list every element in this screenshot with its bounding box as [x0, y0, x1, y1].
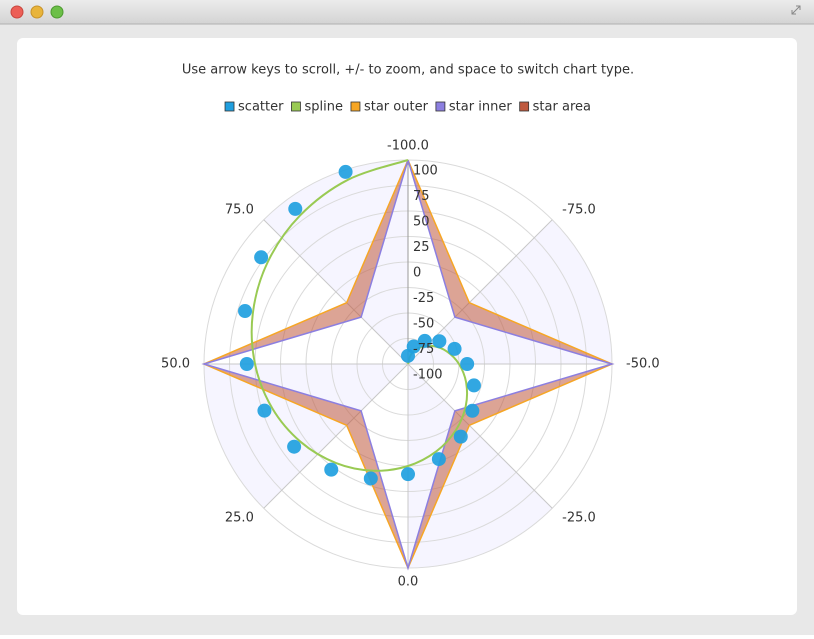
zoom-button[interactable]: [50, 5, 64, 19]
radial-tick-label: 50: [413, 215, 430, 230]
scatter-point: [363, 471, 378, 486]
angular-tick-label: 25.0: [225, 511, 254, 526]
angular-tick-label: 75.0: [225, 202, 254, 217]
scatter-point: [257, 403, 272, 418]
legend-label: scatter: [238, 100, 284, 115]
radial-tick-label: -25: [413, 291, 434, 306]
legend-label: star area: [533, 100, 591, 115]
scatter-point: [447, 341, 462, 356]
angular-tick-label: -50.0: [626, 357, 660, 372]
legend-marker: [224, 101, 235, 112]
legend-item: star outer: [350, 100, 429, 115]
legend-label: star outer: [364, 100, 429, 115]
scatter-point: [431, 452, 446, 467]
angular-shade: [408, 364, 553, 568]
angular-grid-line: [263, 363, 409, 509]
angular-grid-line: [263, 219, 409, 365]
scatter-point: [406, 339, 421, 354]
legend-item: star inner: [435, 100, 512, 115]
angular-tick-label: -100.0: [387, 139, 429, 154]
scatter-point: [239, 357, 254, 371]
fullscreen-button[interactable]: [791, 5, 801, 15]
angular-shade: [204, 364, 408, 509]
radial-tick-label: -50: [413, 317, 434, 332]
legend-marker: [435, 101, 446, 112]
scatter-point: [254, 250, 269, 265]
scatter-point: [324, 462, 339, 477]
close-button[interactable]: [10, 5, 24, 19]
radial-tick-label: -100: [413, 368, 443, 383]
scatter-point: [453, 429, 468, 444]
angular-tick-label: -25.0: [562, 511, 596, 526]
legend: scatter spline star outer star inner star ar…: [224, 100, 591, 115]
legend-marker: [350, 101, 361, 112]
angular-tick-label: 50.0: [161, 357, 190, 372]
angular-grid-line: [407, 219, 553, 365]
legend-label: spline: [304, 100, 343, 115]
radial-tick-label: 25: [413, 240, 430, 255]
legend-marker: [519, 101, 530, 112]
angular-grid-line: [407, 363, 553, 509]
legend-item: star area: [519, 100, 591, 115]
angular-tick-label: -75.0: [562, 202, 596, 217]
angular-tick-label: 0.0: [398, 575, 419, 590]
legend-label: star inner: [449, 100, 512, 115]
scatter-point: [465, 403, 480, 418]
scatter-point: [238, 304, 253, 319]
title-bar: [0, 0, 814, 24]
scatter-point: [288, 201, 303, 216]
legend-item: spline: [291, 100, 343, 115]
scatter-point: [466, 378, 481, 393]
scatter-point: [432, 334, 447, 349]
scatter-point: [287, 439, 302, 454]
scatter-point: [460, 357, 475, 371]
chart-title: Use arrow keys to scroll, +/- to zoom, a…: [182, 63, 634, 78]
minimize-button[interactable]: [30, 5, 44, 19]
scatter-point: [338, 164, 353, 179]
scatter-point: [417, 333, 432, 348]
radial-tick-label: -75: [413, 342, 434, 357]
legend-item: scatter: [224, 100, 284, 115]
legend-marker: [291, 101, 301, 112]
radial-tick-label: 100: [413, 164, 438, 179]
angular-shade: [408, 219, 612, 364]
radial-tick-label: 0: [413, 266, 421, 281]
radial-tick-label: 75: [413, 189, 430, 204]
scatter-point: [401, 467, 415, 482]
star-line: [201, 159, 615, 571]
